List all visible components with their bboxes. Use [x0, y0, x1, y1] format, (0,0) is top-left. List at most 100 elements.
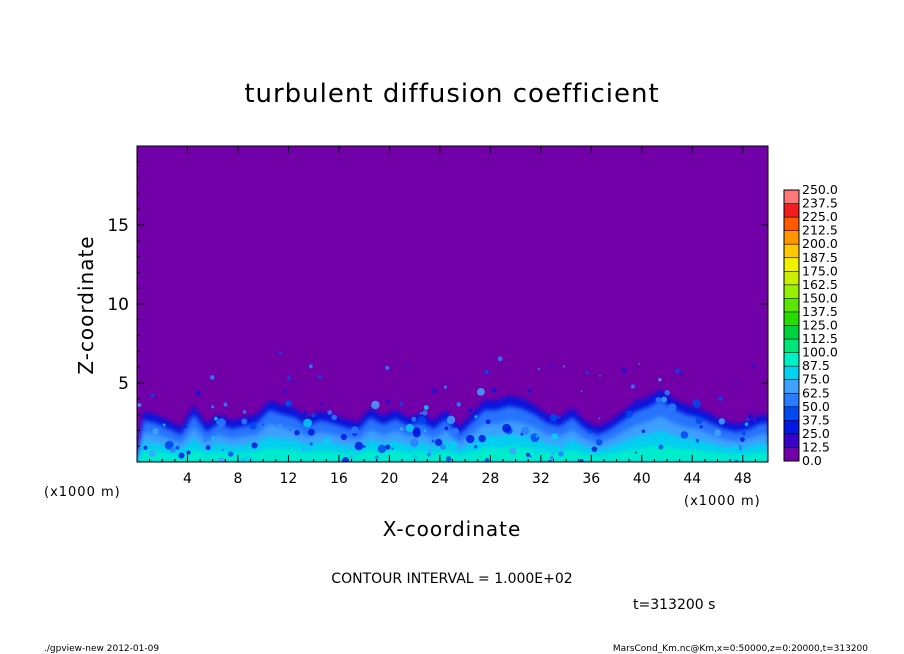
field-plume: [718, 396, 723, 401]
plot-area: [136, 145, 769, 463]
field-plume: [223, 402, 228, 407]
colorbar-label: 25.0: [802, 426, 830, 441]
field-blob: [668, 403, 677, 412]
field-plume: [292, 380, 295, 383]
field-blob: [560, 444, 565, 450]
field-blob: [269, 430, 277, 438]
colorbar-swatch: [784, 406, 799, 421]
field-blob: [340, 433, 347, 441]
field-plume: [386, 399, 391, 404]
field-blob: [744, 422, 749, 427]
field-blob: [411, 416, 417, 422]
field-plume: [484, 369, 489, 375]
field-blob: [385, 444, 391, 450]
colorbar-swatch: [784, 311, 799, 326]
colorbar-swatch: [784, 190, 799, 204]
field-blob: [551, 452, 555, 456]
field-blob: [548, 459, 552, 462]
colorbar-swatch: [784, 420, 799, 435]
field-blob: [505, 410, 509, 413]
field-blob: [660, 396, 668, 403]
time-label: t=313200 s: [633, 597, 715, 613]
field-blob: [221, 448, 225, 452]
field-blob: [419, 412, 423, 415]
field-blob: [428, 448, 433, 453]
field-blob: [478, 434, 486, 443]
colorbar-swatch: [784, 366, 799, 380]
field-blob: [152, 427, 159, 435]
field-plume: [622, 368, 627, 373]
colorbar-label: 212.5: [802, 223, 838, 238]
field-blob: [434, 438, 443, 447]
field-blob: [473, 444, 478, 449]
field-blob: [446, 456, 452, 462]
field-blob: [658, 377, 662, 382]
field-blob: [544, 436, 553, 445]
field-blob: [211, 436, 215, 440]
field-blob: [175, 445, 180, 450]
y-tick-label: 5: [118, 374, 129, 394]
y-tick-label: 10: [107, 295, 129, 315]
field-plume: [406, 365, 410, 368]
field-plume: [497, 356, 503, 362]
field-blob: [302, 448, 306, 452]
field-blob: [695, 416, 703, 425]
colorbar-swatch: [784, 203, 799, 218]
field-blob: [294, 429, 300, 436]
field-blob: [288, 428, 292, 432]
x-left-unit-label: (x1000 m): [44, 485, 121, 500]
field-blob: [680, 431, 689, 439]
x-tick-label: 24: [431, 471, 449, 487]
colorbar-label: 175.0: [802, 263, 838, 278]
field-plume: [308, 364, 313, 369]
field-plume: [550, 365, 554, 368]
field-blob: [509, 447, 517, 455]
field-blob: [262, 423, 265, 426]
field-blob: [391, 447, 394, 450]
x-right-unit-label: (x1000 m): [684, 494, 761, 509]
field-plume: [279, 351, 282, 355]
field-plume: [752, 365, 755, 368]
field-plume: [432, 389, 437, 394]
field-plume: [311, 413, 316, 418]
field-blob: [451, 427, 460, 436]
field-plume: [753, 419, 756, 422]
field-blob: [227, 451, 234, 457]
field-blob: [148, 450, 156, 458]
field-blob: [169, 447, 176, 453]
colorbar-swatch: [784, 339, 799, 353]
field-blob: [307, 428, 315, 436]
field-blob: [405, 423, 414, 432]
field-blob: [303, 411, 308, 416]
y-axis: 5 10 15: [107, 161, 768, 447]
field-blob: [137, 403, 142, 407]
field-blob: [634, 451, 637, 454]
field-blob: [440, 444, 446, 450]
colorbar-swatch: [784, 352, 799, 367]
colorbar-label: 37.5: [802, 412, 830, 427]
field-blob: [558, 451, 564, 457]
field-plume: [679, 372, 683, 375]
field-blob: [375, 455, 379, 460]
field-blob: [143, 445, 148, 450]
x-tick-label: 40: [633, 471, 651, 487]
field-plume: [537, 367, 541, 371]
field-plume: [748, 414, 753, 419]
field-plume: [211, 405, 215, 409]
field-blob: [587, 429, 592, 435]
colorbar-label: 62.5: [802, 385, 830, 400]
field-blob: [362, 444, 366, 449]
field-plume: [456, 402, 461, 407]
field-blob: [579, 459, 584, 462]
colorbar-swatch: [784, 284, 799, 299]
field-blob: [406, 425, 409, 428]
colorbar-label: 87.5: [802, 358, 830, 373]
field-blob: [217, 418, 226, 427]
field-blob: [740, 437, 745, 442]
field-blob: [529, 454, 533, 458]
field-blob: [477, 387, 485, 396]
field-blob: [521, 426, 530, 435]
field-plume: [320, 403, 323, 406]
field-blob: [467, 408, 473, 413]
